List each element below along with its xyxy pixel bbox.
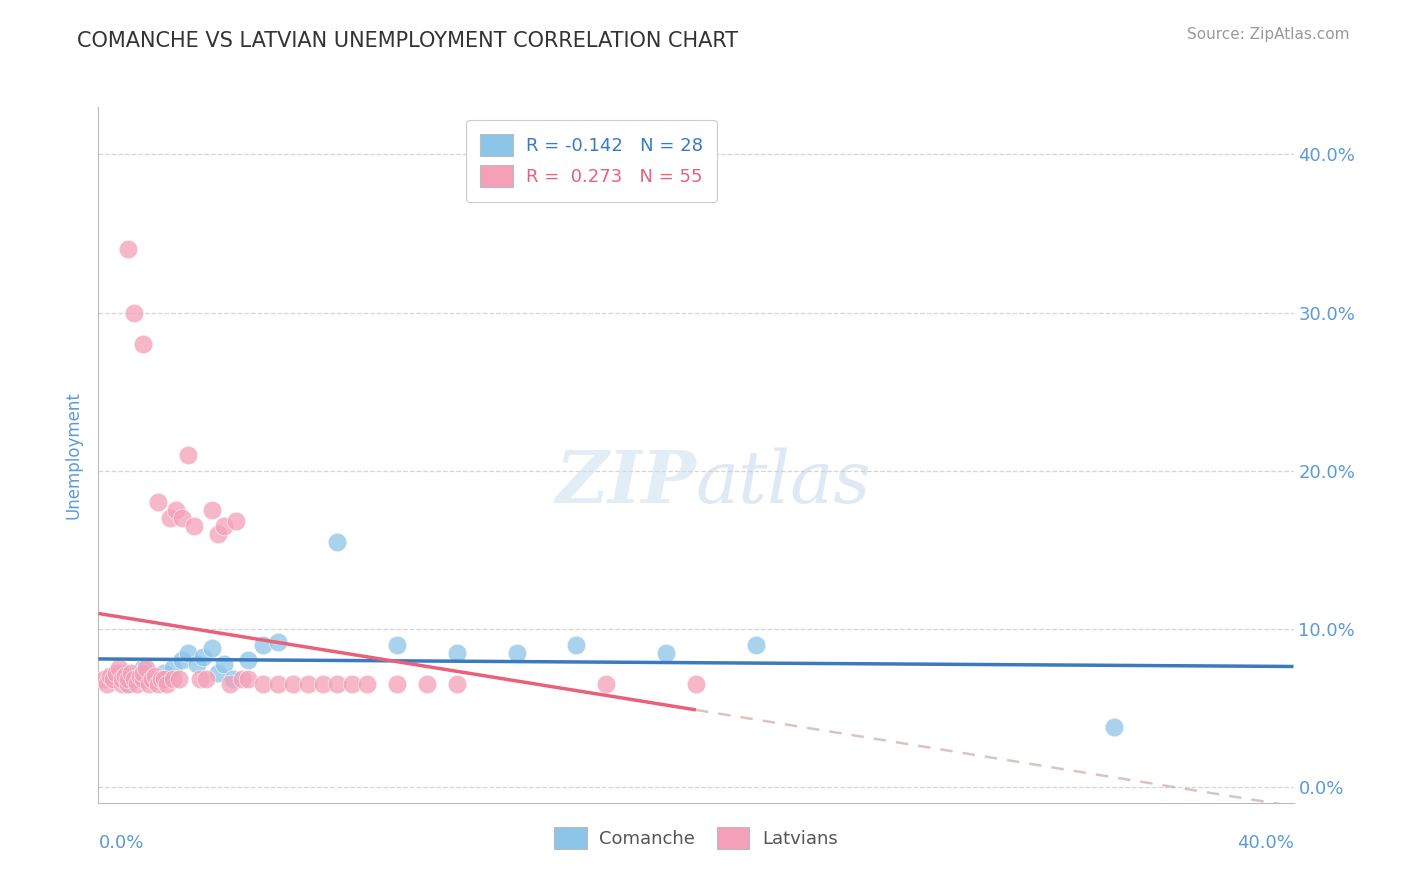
Point <box>356 677 378 691</box>
Point <box>159 511 181 525</box>
Point <box>103 673 125 687</box>
Point <box>117 673 139 687</box>
Point <box>446 646 468 660</box>
Point <box>201 640 224 655</box>
Text: 40.0%: 40.0% <box>1237 834 1294 852</box>
Point <box>124 673 146 687</box>
Point <box>745 638 768 652</box>
Point <box>385 677 409 691</box>
Point <box>111 673 134 687</box>
Legend: Comanche, Latvians: Comanche, Latvians <box>547 820 845 856</box>
Point <box>141 673 163 687</box>
Point <box>267 677 290 691</box>
Point <box>172 653 194 667</box>
Point <box>114 669 136 683</box>
Point <box>135 661 157 675</box>
Point <box>111 677 134 691</box>
Point <box>162 661 184 675</box>
Point <box>183 519 205 533</box>
Point <box>132 666 155 681</box>
Point <box>326 677 349 691</box>
Text: ZIP: ZIP <box>555 447 696 518</box>
Point <box>132 337 155 351</box>
Point <box>219 677 242 691</box>
Point <box>93 673 115 687</box>
Point <box>207 527 229 541</box>
Point <box>225 514 247 528</box>
Point <box>153 673 176 687</box>
Point <box>212 657 235 671</box>
Point <box>595 677 617 691</box>
Point <box>222 673 245 687</box>
Point <box>117 243 139 257</box>
Point <box>172 511 194 525</box>
Point <box>150 673 173 687</box>
Point <box>124 305 146 319</box>
Point <box>416 677 439 691</box>
Point <box>167 673 190 687</box>
Point <box>141 673 163 687</box>
Point <box>120 666 142 681</box>
Point <box>207 666 229 681</box>
Point <box>446 677 468 691</box>
Point <box>132 661 155 675</box>
Point <box>148 673 170 687</box>
Point <box>105 666 128 681</box>
Point <box>103 673 125 687</box>
Point <box>143 669 166 683</box>
Point <box>267 634 290 648</box>
Point <box>385 638 409 652</box>
Y-axis label: Unemployment: Unemployment <box>65 391 83 519</box>
Point <box>326 534 349 549</box>
Point <box>127 677 149 691</box>
Point <box>252 638 274 652</box>
Point <box>281 677 304 691</box>
Point <box>148 495 170 509</box>
Point <box>201 503 224 517</box>
Point <box>236 673 259 687</box>
Point <box>96 677 118 691</box>
Point <box>153 666 176 681</box>
Point <box>111 666 134 681</box>
Point <box>212 519 235 533</box>
Point <box>195 673 218 687</box>
Point <box>117 677 139 691</box>
Point <box>98 669 122 683</box>
Point <box>162 673 184 687</box>
Point <box>186 657 208 671</box>
Point <box>655 646 678 660</box>
Text: 0.0%: 0.0% <box>98 834 143 852</box>
Point <box>297 677 319 691</box>
Point <box>148 677 170 691</box>
Point <box>132 673 155 687</box>
Point <box>231 673 253 687</box>
Point <box>117 677 139 691</box>
Point <box>236 653 259 667</box>
Point <box>165 503 187 517</box>
Point <box>156 677 179 691</box>
Point <box>342 677 364 691</box>
Point <box>108 661 131 675</box>
Point <box>252 677 274 691</box>
Text: Source: ZipAtlas.com: Source: ZipAtlas.com <box>1187 27 1350 42</box>
Text: COMANCHE VS LATVIAN UNEMPLOYMENT CORRELATION CHART: COMANCHE VS LATVIAN UNEMPLOYMENT CORRELA… <box>77 31 738 51</box>
Point <box>138 677 160 691</box>
Point <box>124 669 146 683</box>
Point <box>129 669 152 683</box>
Point <box>1104 720 1126 734</box>
Point <box>188 673 211 687</box>
Point <box>177 448 200 462</box>
Point <box>565 638 588 652</box>
Point <box>506 646 529 660</box>
Point <box>177 646 200 660</box>
Point <box>311 677 333 691</box>
Point <box>685 677 707 691</box>
Text: atlas: atlas <box>696 448 872 518</box>
Point <box>191 650 214 665</box>
